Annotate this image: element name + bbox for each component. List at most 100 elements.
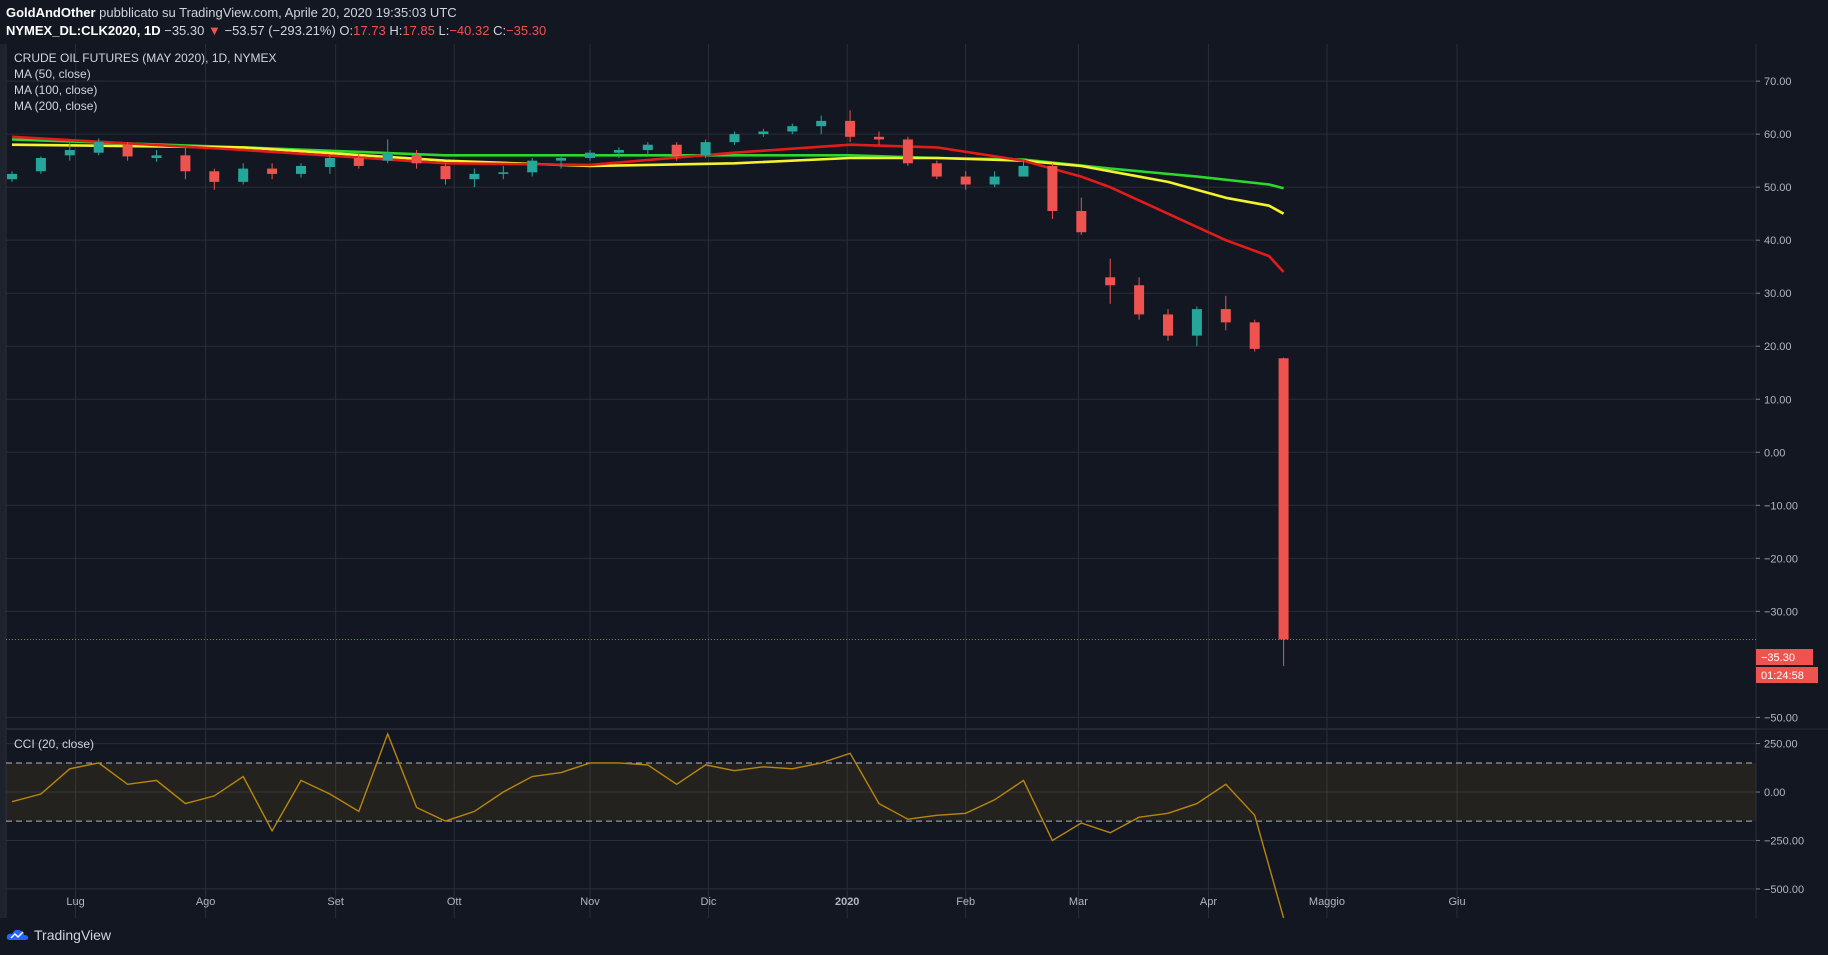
candle-body — [382, 152, 393, 161]
candle-body — [498, 172, 509, 174]
candle — [440, 163, 451, 185]
price-tick-label: −20.00 — [1764, 553, 1798, 565]
symbol-label[interactable]: NYMEX_DL:CLK2020, 1D — [6, 23, 161, 38]
candle — [787, 123, 798, 135]
candle — [1220, 295, 1231, 331]
candle-body — [64, 150, 75, 156]
ma50-line — [11, 135, 1285, 273]
candle-body — [845, 120, 856, 137]
candle-body — [7, 173, 17, 180]
cci-tick-label: −250.00 — [1764, 835, 1804, 847]
candle — [238, 163, 249, 185]
time-tick-label: Lug — [66, 896, 84, 908]
candle — [1249, 319, 1260, 352]
candle — [931, 160, 942, 180]
cci-band — [6, 762, 1756, 822]
grid — [6, 44, 1756, 918]
publish-info: GoldAndOther pubblicato su TradingView.c… — [6, 5, 457, 20]
tradingview-logo[interactable]: TradingView — [6, 927, 111, 943]
footer: TradingView — [0, 918, 1828, 955]
candles — [7, 110, 1289, 667]
legend-ma200[interactable]: MA (200, close) — [14, 99, 97, 113]
price-tick-label: 60.00 — [1764, 129, 1792, 141]
candle — [642, 142, 653, 156]
candle-body — [296, 165, 306, 174]
tradingview-cloud-icon — [6, 929, 29, 940]
candle — [411, 150, 422, 169]
cci-tick-label: 250.00 — [1764, 739, 1798, 751]
candle-body — [527, 160, 538, 173]
time-tick-label: Giu — [1448, 896, 1465, 908]
price-axis[interactable] — [1756, 44, 1828, 918]
price-tick-label: −10.00 — [1764, 500, 1798, 512]
last-price-tag — [1756, 649, 1813, 665]
price-tick-label: 0.00 — [1764, 447, 1785, 459]
candle-body — [816, 120, 827, 127]
open-value: 17.73 — [353, 23, 386, 38]
price-tick-label: 10.00 — [1764, 394, 1792, 406]
time-tick-label: Apr — [1200, 896, 1217, 908]
candle — [989, 171, 1000, 188]
candle-body — [1134, 285, 1145, 315]
time-tick-label: Maggio — [1309, 896, 1345, 908]
candle-body — [209, 171, 220, 182]
symbol-info: NYMEX_DL:CLK2020, 1D −35.30 ▼ −53.57 (−2… — [6, 23, 546, 38]
price-tick-label: 40.00 — [1764, 235, 1792, 247]
time-tick-label: Feb — [956, 896, 975, 908]
chart-header: GoldAndOther pubblicato su TradingView.c… — [0, 0, 1828, 44]
candle — [816, 115, 827, 135]
close-label: C: — [493, 23, 507, 38]
candle-body — [1076, 211, 1087, 233]
countdown-tag-label: 01:24:58 — [1761, 670, 1804, 682]
candle-body — [151, 155, 162, 158]
candle — [324, 155, 335, 174]
candle-body — [671, 144, 682, 156]
candle-body — [585, 152, 595, 158]
candle — [729, 131, 740, 145]
cci-indicator — [6, 731, 1756, 918]
candle-body — [122, 144, 133, 157]
high-label: H: — [389, 23, 403, 38]
candle — [296, 163, 306, 178]
candle-body — [613, 150, 624, 153]
candle-body — [1220, 309, 1231, 323]
candle-body — [642, 144, 653, 151]
legend-ma50[interactable]: MA (50, close) — [14, 67, 91, 81]
close-value: −35.30 — [506, 23, 547, 38]
time-tick-label: Nov — [580, 896, 600, 908]
candle — [93, 138, 104, 156]
candle-body — [238, 168, 249, 182]
candle-body — [960, 176, 971, 185]
author-name[interactable]: GoldAndOther — [6, 5, 96, 20]
candle-body — [1018, 165, 1029, 177]
candle-body — [1047, 165, 1058, 212]
high-value: 17.85 — [402, 23, 435, 38]
cci-line — [11, 731, 1285, 918]
candle-body — [93, 142, 104, 153]
countdown-tag — [1756, 667, 1818, 683]
candle — [1105, 258, 1116, 304]
candle — [469, 168, 480, 188]
cci-pane[interactable] — [6, 730, 1756, 918]
candle — [1018, 160, 1029, 177]
time-tick-label: Mar — [1069, 896, 1088, 908]
candle — [1047, 163, 1058, 219]
candle — [700, 139, 711, 158]
cci-tick-label: 0.00 — [1764, 787, 1785, 799]
axis-labels: 70.00 60.00 50.00 40.00 30.00 20.00 10.00 0.00 −… — [66, 76, 1804, 908]
candle-body — [469, 173, 480, 180]
candle-body — [1163, 314, 1173, 336]
candle — [498, 165, 509, 180]
candle — [585, 150, 595, 161]
candle — [353, 152, 364, 169]
price-chart[interactable]: 70.00 60.00 50.00 40.00 30.00 20.00 10.00 0.00 −… — [0, 44, 1828, 918]
legend-ma100[interactable]: MA (100, close) — [14, 83, 97, 97]
cci-tick-label: −500.00 — [1764, 884, 1804, 896]
time-tick-label: Set — [327, 896, 344, 908]
legend-cci[interactable]: CCI (20, close) — [14, 737, 94, 751]
candle-body — [729, 134, 740, 143]
candle — [209, 168, 220, 190]
candle-body — [35, 158, 46, 172]
low-value: −40.32 — [449, 23, 490, 38]
candle-body — [267, 168, 278, 174]
